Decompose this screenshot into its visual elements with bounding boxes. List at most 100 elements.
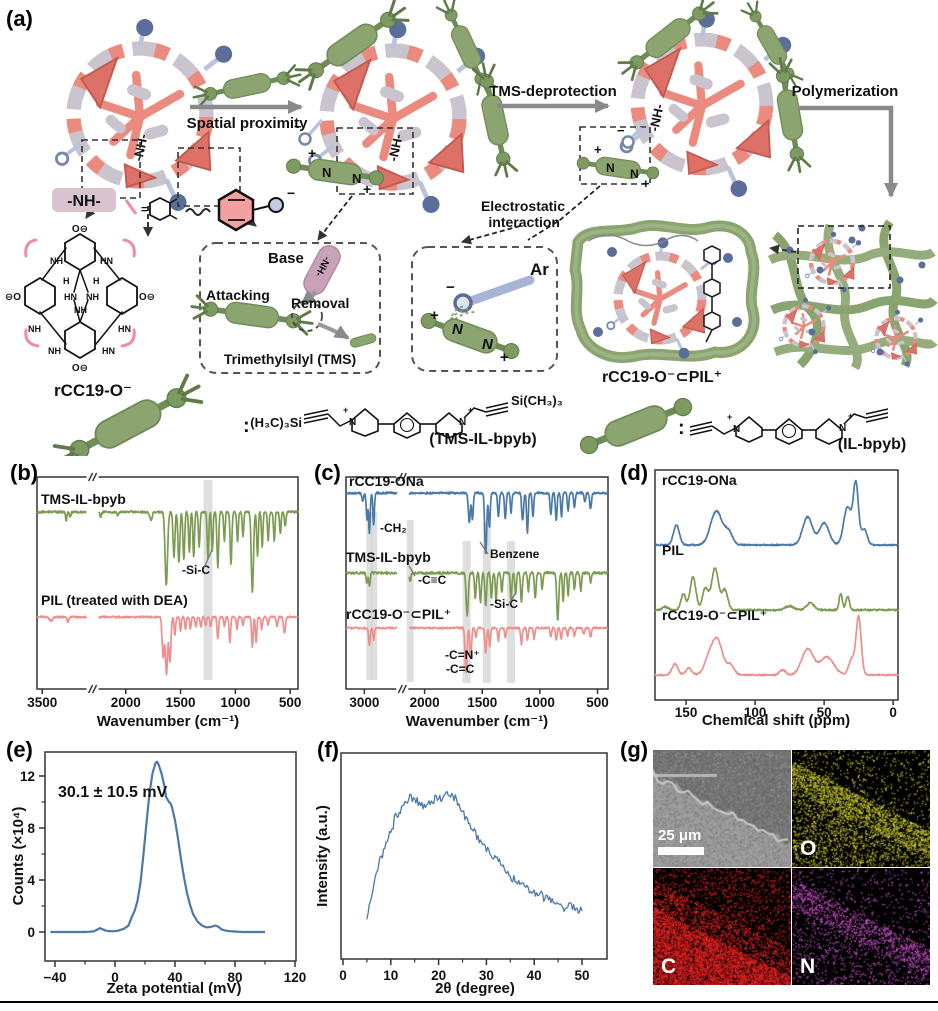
o-minus: ⊖O <box>5 292 21 303</box>
x-tick-label: 1000 <box>220 695 250 710</box>
trace-label: PIL <box>662 542 684 558</box>
x-tick-label: 40 <box>527 968 542 983</box>
trace-label: TMS-IL-bpyb <box>346 549 431 565</box>
eds-map-o <box>792 750 930 867</box>
map-letter-c: C <box>661 955 677 978</box>
dumbbell <box>740 0 804 91</box>
annotation-pointer <box>479 541 489 555</box>
minus-charge: − <box>294 119 302 134</box>
cyclohexane-glyph <box>149 196 171 222</box>
hn-text: HN <box>100 256 113 266</box>
x-tick-label: 100 <box>744 705 767 720</box>
trace-PIL (treated with DEA) <box>36 615 88 624</box>
dashed-arrow <box>317 195 353 241</box>
o-minus: O⊖ <box>72 363 88 374</box>
assembly-structure <box>569 219 760 358</box>
trace-label: rCC19-O⁻⊂PIL⁺ <box>346 606 451 622</box>
arrow-polymerization <box>798 105 898 198</box>
plus-charge: + <box>594 142 602 157</box>
nh-highlight-pill <box>52 188 116 212</box>
annotation: -C=C <box>446 662 475 676</box>
plot-frame <box>44 751 297 962</box>
x-tick-label: 3000 <box>349 695 379 710</box>
cage-nh-label: -NH- <box>646 103 666 133</box>
plus-charge: + <box>363 181 371 197</box>
trace-PIL <box>654 567 899 612</box>
plus-charge: + <box>727 412 732 422</box>
panel-label-e: (e) <box>6 737 33 762</box>
map-letter-n: N <box>800 955 816 978</box>
plot-frame <box>654 469 899 701</box>
eds-map-n <box>792 868 930 985</box>
x-tick-label: 30 <box>479 968 494 983</box>
tms-label: Trimethylsilyl (TMS) <box>224 351 356 367</box>
nh-text: NH <box>74 305 87 315</box>
annotation: -CH₂ <box>380 521 407 535</box>
plus-charge: + <box>642 176 650 191</box>
trace-label: PIL (treated with DEA) <box>41 592 188 608</box>
x-axis-label: Chemical shift (ppm) <box>702 712 850 729</box>
nh-text: NH <box>50 256 63 266</box>
ftir-chart-b: 3500 2000 1500 1000 500 Wavenumber (cm⁻¹) TMS-… <box>27 472 302 730</box>
axis-break <box>397 684 407 694</box>
minus-charge: − <box>287 185 295 201</box>
annotation: -Si-C <box>490 597 518 611</box>
y-tick-label: 4 <box>27 873 35 888</box>
trace-rCC19-ONa <box>345 491 398 535</box>
dashed-box <box>177 147 241 207</box>
x-tick-label: 0 <box>889 705 897 720</box>
phenolate-o-ring <box>621 135 635 149</box>
panel-label-f: (f) <box>317 737 339 762</box>
nh-text: NH <box>48 346 61 356</box>
xrd-chart-f: 0 10 20 30 40 50 2θ (degree) Intensity (a.u.) <box>315 752 608 997</box>
scheme-panel-a: -NH- -NH- -NH- N N + + − N N + + − Spati… <box>5 0 938 456</box>
trace-TMS-IL-bpyb <box>408 570 609 621</box>
annotation: 30.1 ± 10.5 mV <box>58 784 168 801</box>
phenolate-o-ring <box>298 132 312 146</box>
annotation-pointer <box>408 565 416 577</box>
x-tick-label: 1500 <box>467 695 497 710</box>
y-tick-label: 0 <box>27 925 35 940</box>
tms-right-formula: Si(CH₃)₃ <box>511 393 563 408</box>
annotation-pointer <box>508 593 516 605</box>
arrow3-label: Polymerization <box>792 83 899 100</box>
x-axis-label: Zeta potential (mV) <box>106 980 241 997</box>
electrostatic-label-1: Electrostatic <box>481 198 565 214</box>
x-tick-label: 500 <box>279 695 302 710</box>
plus-charge: + <box>848 411 853 421</box>
annotation: -C=N⁺ <box>445 648 480 662</box>
x-tick-label: 20 <box>431 968 446 983</box>
trace-PIL (treated with DEA) <box>97 615 299 676</box>
n-atom: N <box>630 167 639 181</box>
n-atom: N <box>352 171 361 186</box>
pink-bond-glyph <box>124 199 138 215</box>
x-tick-label: 0 <box>111 970 119 985</box>
n-atom: N <box>349 417 356 428</box>
nh-text: NH <box>86 292 99 302</box>
phenolate-oxygen <box>268 197 284 213</box>
plus-charge: + <box>500 349 509 366</box>
panel-label-d: (d) <box>620 460 649 485</box>
highlight-band <box>203 480 213 680</box>
plot-frame <box>36 476 299 690</box>
x-tick-label: 0 <box>339 968 347 983</box>
x-tick-label: 150 <box>675 705 698 720</box>
trace-rCC19-O⁻⊂PIL⁺ <box>345 626 398 647</box>
wavy-bond <box>185 208 211 216</box>
data-curve <box>50 760 265 934</box>
x-tick-label: 3500 <box>27 695 57 710</box>
tms-pill <box>349 333 377 348</box>
plus-charge: + <box>468 405 473 415</box>
hn-text: HN <box>102 346 115 356</box>
dashed-line <box>527 185 601 241</box>
n-atom: N <box>733 424 740 435</box>
hn-text: HN <box>118 324 131 334</box>
annotation: -C≡C <box>418 573 447 587</box>
monomer2-name: (IL-bpyb) <box>838 436 906 453</box>
n-atom: N <box>839 423 846 434</box>
dashed-circle <box>291 300 323 332</box>
map-letter-o: O <box>800 837 817 860</box>
plot-frame <box>340 752 608 960</box>
removal-arrow <box>317 322 350 340</box>
trace-rCC19-O⁻⊂PIL⁺ <box>408 626 609 674</box>
